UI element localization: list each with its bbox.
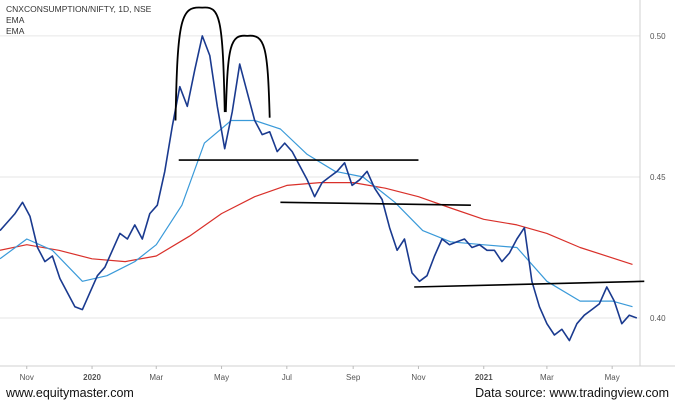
legend-ema-1: EMA xyxy=(6,15,25,25)
x-tick-label: Mar xyxy=(540,373,554,382)
y-axis: 0.40 0.45 0.50 xyxy=(650,32,666,323)
trendline xyxy=(414,280,645,288)
series-line-ema-long xyxy=(0,182,633,265)
y-tick-label: 0.50 xyxy=(650,32,666,41)
trendline xyxy=(280,201,471,206)
x-tick-label: 2020 xyxy=(83,373,101,382)
x-tick-label: Nov xyxy=(411,373,425,382)
annotation-layer xyxy=(174,6,645,288)
x-axis: Nov 2020 Mar May Jul Sep Nov 2021 Mar May xyxy=(20,366,620,382)
x-tick-label: Mar xyxy=(149,373,163,382)
y-tick-label: 0.45 xyxy=(650,173,666,182)
legend-title: CNXCONSUMPTION/NIFTY, 1D, NSE xyxy=(6,4,152,14)
series-line-ema-short xyxy=(0,119,633,308)
y-tick-label: 0.40 xyxy=(650,314,666,323)
pattern-arc xyxy=(174,6,226,121)
legend-ema-2: EMA xyxy=(6,26,25,36)
series-line-price xyxy=(0,35,638,342)
x-tick-label: May xyxy=(605,373,620,382)
grid-lines xyxy=(0,35,640,319)
footer-data-source: Data source: www.tradingview.com xyxy=(475,386,669,400)
x-tick-label: May xyxy=(214,373,229,382)
footer-website: www.equitymaster.com xyxy=(6,386,134,400)
x-tick-label: Sep xyxy=(346,373,361,382)
chart-legend: CNXCONSUMPTION/NIFTY, 1D, NSE EMA EMA xyxy=(6,4,151,37)
x-tick-label: Nov xyxy=(20,373,34,382)
x-tick-label: 2021 xyxy=(475,373,493,382)
pattern-arc xyxy=(224,34,271,118)
x-tick-label: Jul xyxy=(282,373,292,382)
series-layer xyxy=(0,35,638,342)
